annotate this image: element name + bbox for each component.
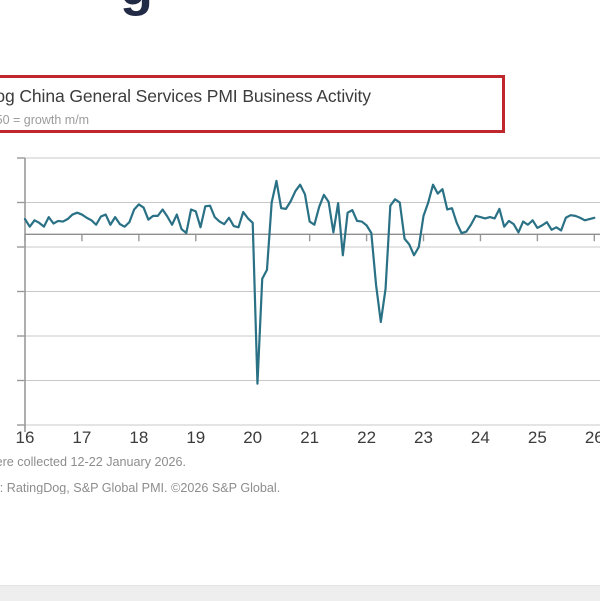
x-axis-tick-label: 20 <box>243 428 263 447</box>
chart-subtitle: x, sa, >50 = growth m/m <box>0 113 90 127</box>
x-axis-tick-label: 26 <box>584 428 600 447</box>
x-axis-tick-label: 16 <box>15 428 35 447</box>
x-axis-tick-label: 19 <box>186 428 206 447</box>
highlighted-title-box: tingDog China General Services PMI Busin… <box>0 75 505 133</box>
chart-gridlines <box>17 157 600 426</box>
chart-plot-area <box>0 150 600 440</box>
chart-footnotes: a were collected 12-22 January 2026. rce… <box>0 456 600 494</box>
x-axis-tick-label: 25 <box>527 428 547 447</box>
x-axis-tick-label: 17 <box>72 428 92 447</box>
x-axis-tick-label: 24 <box>470 428 490 447</box>
footnote-sources: rces: RatingDog, S&P Global PMI. ©2026 S… <box>0 480 281 495</box>
x-axis-tick-label: 21 <box>300 428 320 447</box>
cropped-headline: g <box>0 0 600 22</box>
chart-title: tingDog China General Services PMI Busin… <box>0 86 371 106</box>
pmi-series-line <box>23 179 596 385</box>
cropped-headline-text: g <box>120 0 154 18</box>
page-bottom-band <box>0 585 600 601</box>
chart-x-axis-labels: 16 17 18 19 20 21 22 23 24 25 26 <box>0 428 600 454</box>
x-axis-tick-label: 23 <box>414 428 433 447</box>
pmi-line-chart <box>17 157 600 432</box>
footnote-collection-dates: a were collected 12-22 January 2026. <box>0 456 187 469</box>
chart-x-tickmarks <box>24 234 596 242</box>
x-axis-tick-label: 22 <box>357 428 377 447</box>
x-axis-tick-label: 18 <box>129 428 149 447</box>
